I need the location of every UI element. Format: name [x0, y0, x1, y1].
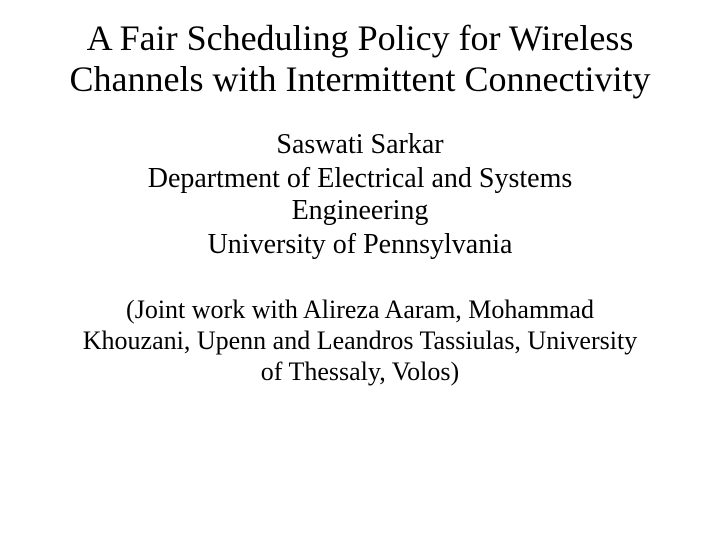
joint-work: (Joint work with Alireza Aaram, Mohammad… — [0, 294, 720, 388]
university: University of Pennsylvania — [208, 229, 513, 261]
slide-title: A Fair Scheduling Policy for Wireless Ch… — [0, 18, 720, 101]
author-name: Saswati Sarkar — [276, 129, 443, 161]
department: Department of Electrical and Systems Eng… — [0, 163, 720, 227]
